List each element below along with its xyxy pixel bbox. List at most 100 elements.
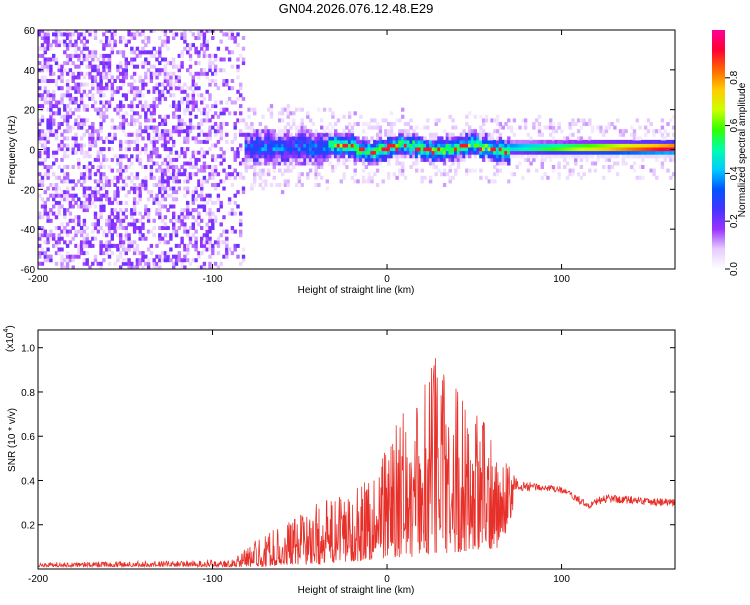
spectrogram-cell <box>297 107 302 112</box>
spectrogram-cell <box>495 136 500 141</box>
spectrogram-cell <box>239 175 243 180</box>
spectrogram-cell <box>233 200 237 205</box>
spectrogram-cell <box>110 75 114 80</box>
spectrogram-cell <box>225 32 229 37</box>
spectrogram-cell <box>311 161 315 166</box>
spectrogram-cell <box>574 157 578 162</box>
spectrogram-cell <box>186 247 190 252</box>
spectrogram-cell <box>401 139 405 144</box>
spectrogram-cell <box>314 147 318 152</box>
spectrogram-cell <box>63 118 67 123</box>
spectrogram-cell <box>345 147 349 152</box>
spectrogram-cell <box>144 71 148 76</box>
spectrogram-cell <box>546 147 550 152</box>
spectrogram-cell <box>328 122 332 126</box>
spectrogram-cell <box>571 154 575 159</box>
spectrogram-cell <box>119 147 123 152</box>
spectrogram-cell <box>398 143 402 148</box>
snr-line <box>38 358 675 569</box>
spectrogram-cell <box>334 129 338 134</box>
spectrogram-cell <box>292 157 296 162</box>
spectrogram-cell <box>253 129 257 134</box>
spectrogram-cell <box>82 193 87 198</box>
spectrogram-cell <box>428 175 433 180</box>
spectrogram-cell <box>183 186 187 191</box>
spectrogram-cell <box>79 61 84 66</box>
spectrogram-cell <box>599 154 603 159</box>
spectrogram-cell <box>155 96 159 101</box>
spectrogram-cell <box>512 118 517 123</box>
spectrogram-cell <box>77 243 81 248</box>
spectrogram-cell <box>40 32 45 37</box>
spectrogram-cell <box>347 147 352 152</box>
spectrogram-cell <box>40 114 45 119</box>
spectrogram-cell <box>448 147 452 152</box>
spectrogram-cell <box>205 247 209 252</box>
spectrogram-cell <box>582 154 586 159</box>
spectrogram-cell <box>194 82 198 87</box>
spectrogram-cell <box>49 107 53 112</box>
spectrogram-cell <box>325 150 329 155</box>
spectrogram-cell <box>638 147 642 152</box>
spectrogram-cell <box>568 132 572 137</box>
spectrogram-cell <box>127 143 131 148</box>
spectrogram-cell <box>91 86 95 91</box>
spectrogram-cell <box>169 71 173 76</box>
spectrogram-cell <box>568 125 572 130</box>
spectrogram-cell <box>54 43 59 48</box>
spectrogram-cell <box>219 147 223 152</box>
spectrogram-cell <box>200 139 204 144</box>
spectrogram-cell <box>504 150 508 155</box>
spectrogram-cell <box>211 172 215 177</box>
spectrogram-cell <box>264 179 268 184</box>
spectrogram-cell <box>535 168 539 173</box>
spectrogram-cell <box>85 71 89 76</box>
spectrogram-cell <box>188 175 193 180</box>
spectrogram-cell <box>239 233 243 238</box>
spectrogram-cell <box>523 143 528 148</box>
spectrogram-cell <box>88 61 92 66</box>
spectrogram-cell <box>347 122 352 126</box>
spectrogram-cell <box>93 258 98 263</box>
y-tick-label: 0.2 <box>21 521 35 532</box>
spectrogram-cell <box>197 71 201 76</box>
spectrogram-cell <box>236 64 240 69</box>
spectrogram-cell <box>65 254 70 259</box>
spectrogram-cell <box>57 107 61 112</box>
spectrogram-cell <box>38 254 42 259</box>
spectrogram-cell <box>169 86 173 91</box>
spectrogram-cell <box>599 139 603 144</box>
spectrogram-cell <box>63 32 67 37</box>
spectrogram-cell <box>202 43 207 48</box>
spectrogram-cell <box>602 143 606 148</box>
spectrogram-cell <box>308 132 313 137</box>
spectrogram-cell <box>428 179 433 184</box>
spectrogram-cell <box>576 150 581 155</box>
spectrogram-cell <box>119 122 123 126</box>
spectrogram-cell <box>88 71 92 76</box>
spectrogram-cell <box>442 154 447 159</box>
spectrogram-cell <box>395 147 399 152</box>
spectrogram-cell <box>194 150 198 155</box>
spectrogram-cell <box>278 132 282 137</box>
spectrogram-cell <box>406 143 410 148</box>
spectrogram-cell <box>336 143 341 148</box>
spectrogram-cell <box>412 139 416 144</box>
spectrogram-cell <box>174 258 179 263</box>
spectrogram-cell <box>160 226 165 230</box>
spectrogram-cell <box>523 157 528 162</box>
spectrogram-cell <box>643 150 648 155</box>
spectrogram-cell <box>320 161 324 166</box>
spectrogram-cell <box>643 139 648 144</box>
spectrogram-cell <box>286 183 290 187</box>
spectrogram-cell <box>334 132 338 137</box>
spectrogram-cell <box>420 157 424 162</box>
spectrogram-cell <box>227 57 232 62</box>
spectrogram-cell <box>194 86 198 91</box>
spectrogram-cell <box>132 122 137 126</box>
spectrogram-cell <box>77 251 81 256</box>
spectrogram-cell <box>442 139 447 144</box>
spectrogram-cell <box>116 190 120 195</box>
spectrogram-cell <box>169 236 173 241</box>
spectrogram-cell <box>582 172 586 177</box>
